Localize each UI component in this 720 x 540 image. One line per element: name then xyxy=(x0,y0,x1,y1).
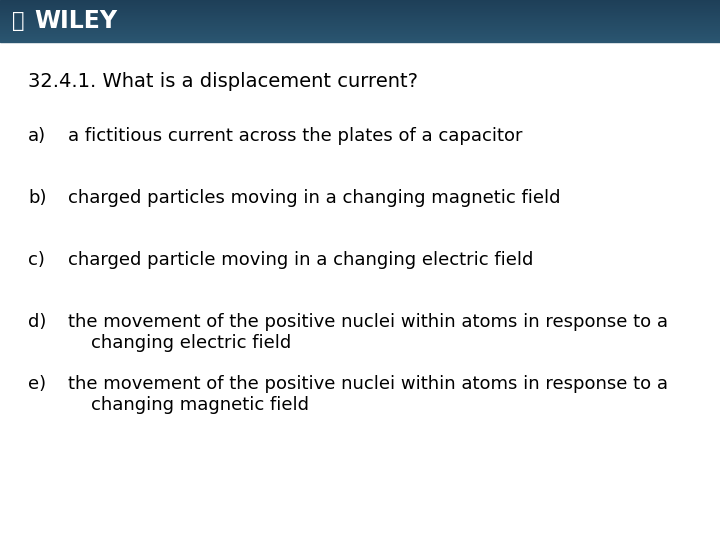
Text: charged particles moving in a changing magnetic field: charged particles moving in a changing m… xyxy=(68,189,560,207)
Text: a): a) xyxy=(28,127,46,145)
Text: charged particle moving in a changing electric field: charged particle moving in a changing el… xyxy=(68,251,534,269)
Text: a fictitious current across the plates of a capacitor: a fictitious current across the plates o… xyxy=(68,127,523,145)
Text: Ⓢ: Ⓢ xyxy=(12,11,24,31)
Text: the movement of the positive nuclei within atoms in response to a
    changing e: the movement of the positive nuclei with… xyxy=(68,313,668,352)
Text: b): b) xyxy=(28,189,47,207)
Text: 32.4.1. What is a displacement current?: 32.4.1. What is a displacement current? xyxy=(28,72,418,91)
Text: d): d) xyxy=(28,313,46,331)
Text: the movement of the positive nuclei within atoms in response to a
    changing m: the movement of the positive nuclei with… xyxy=(68,375,668,414)
Text: e): e) xyxy=(28,375,46,393)
Text: c): c) xyxy=(28,251,45,269)
Text: WILEY: WILEY xyxy=(34,9,117,33)
